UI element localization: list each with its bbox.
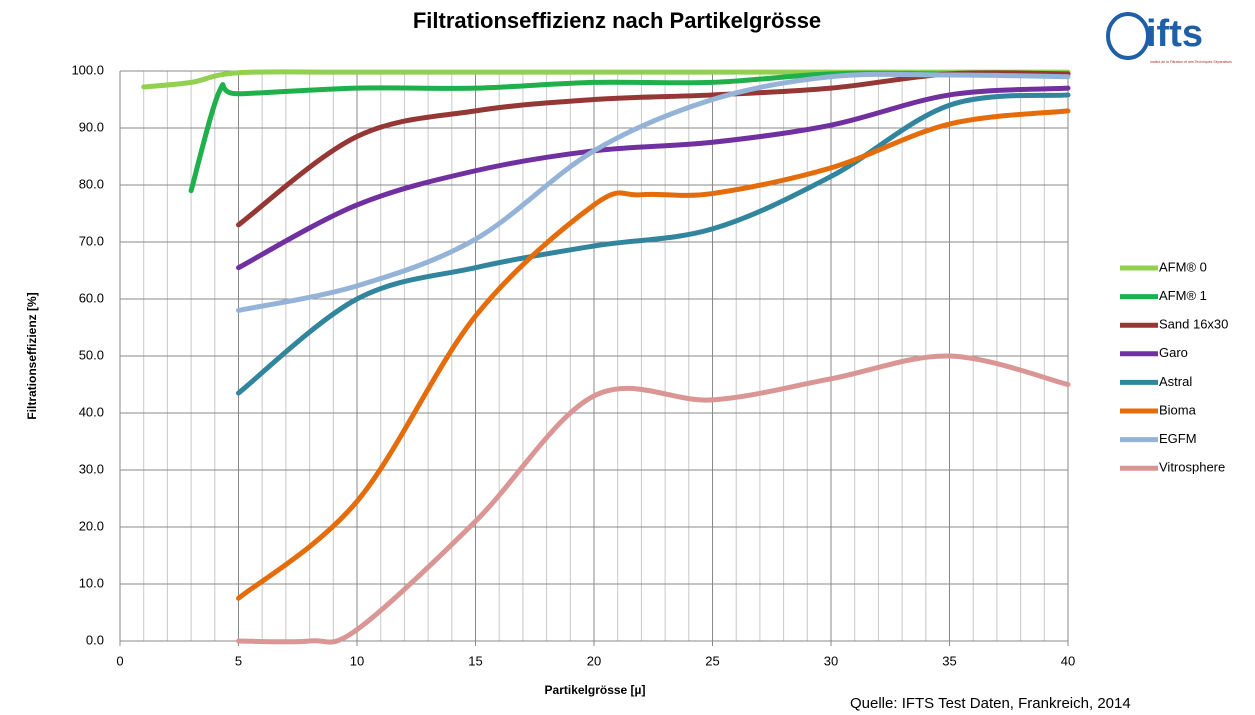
- y-tick-label: 10.0: [79, 575, 104, 590]
- y-tick-label: 100.0: [71, 62, 104, 77]
- data-line: [236, 71, 1071, 313]
- x-tick-label: 5: [235, 653, 242, 668]
- x-axis-label: Partikelgrösse [µ]: [545, 683, 646, 697]
- x-tick-label: 10: [350, 653, 364, 668]
- y-tick-label: 20.0: [79, 518, 104, 533]
- legend-label: AFM® 1: [1159, 288, 1207, 303]
- legend-label: Bioma: [1159, 402, 1197, 417]
- legend-label: Astral: [1159, 374, 1192, 389]
- y-tick-label: 70.0: [79, 233, 104, 248]
- y-tick-label: 80.0: [79, 176, 104, 191]
- data-line: [236, 85, 1071, 271]
- legend-label: EGFM: [1159, 431, 1197, 446]
- legend-label: Vitrosphere: [1159, 460, 1225, 475]
- legend-label: AFM® 0: [1159, 259, 1207, 274]
- x-tick-label: 15: [468, 653, 482, 668]
- x-tick-label: 30: [824, 653, 838, 668]
- logo-ring: [1106, 12, 1150, 60]
- y-tick-label: 60.0: [79, 290, 104, 305]
- x-tick-label: 20: [587, 653, 601, 668]
- chart-title: Filtrationseffizienz nach Partikelgrösse: [413, 8, 821, 33]
- source-note: Quelle: IFTS Test Daten, Frankreich, 201…: [850, 695, 1131, 712]
- data-line: [236, 353, 1071, 645]
- y-tick-label: 50.0: [79, 347, 104, 362]
- data-line: [236, 108, 1071, 601]
- y-axis-label: Filtrationseffizienz [%]: [25, 292, 39, 419]
- x-tick-label: 0: [116, 653, 123, 668]
- logo-subtitle: Institut de la Filtration et des Techniq…: [1150, 60, 1232, 64]
- y-tick-label: 90.0: [79, 119, 104, 134]
- x-tick-label: 35: [942, 653, 956, 668]
- y-tick-label: 30.0: [79, 461, 104, 476]
- y-tick-label: 40.0: [79, 404, 104, 419]
- legend-label: Sand 16x30: [1159, 317, 1228, 332]
- logo: ifts Institut de la Filtration et des Te…: [1106, 12, 1232, 64]
- x-tick-label: 25: [705, 653, 719, 668]
- logo-name: ifts: [1146, 13, 1203, 55]
- y-tick-label: 0.0: [86, 632, 104, 647]
- x-tick-label: 40: [1061, 653, 1075, 668]
- legend-label: Garo: [1159, 345, 1188, 360]
- data-line: [236, 92, 1071, 396]
